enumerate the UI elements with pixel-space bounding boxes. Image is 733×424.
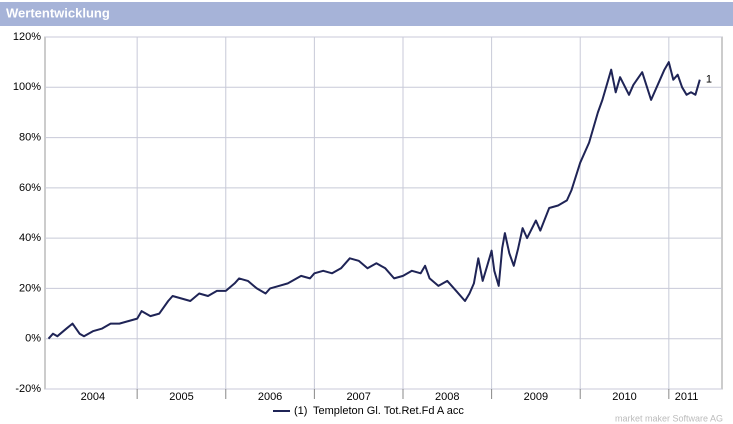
y-tick-label: 80% [19, 131, 41, 143]
x-tick-label: 2008 [435, 391, 459, 403]
y-tick-label: 100% [13, 81, 41, 93]
x-tick-label: 2009 [524, 391, 548, 403]
y-tick-label: 20% [19, 282, 41, 294]
x-tick-label: 2010 [612, 391, 636, 403]
chart-title: Wertentwicklung [6, 5, 110, 20]
x-tick-label: 2011 [675, 391, 699, 403]
header-bar [0, 2, 733, 26]
x-tick-label: 2005 [169, 391, 193, 403]
x-tick-label: 2007 [346, 391, 370, 403]
plot-area [44, 36, 723, 390]
y-tick-label: 60% [19, 182, 41, 194]
y-tick-label: 0% [25, 333, 41, 345]
series-line [47, 61, 701, 340]
end-label: 1 [706, 74, 712, 86]
y-tick-label: 40% [19, 232, 41, 244]
x-tick-label: 2004 [81, 391, 105, 403]
legend-id: (1) [294, 405, 307, 417]
footer: market maker Software AG [615, 413, 723, 423]
y-tick-label: -20% [15, 383, 41, 395]
x-tick-label: 2006 [258, 391, 282, 403]
legend-label: Templeton Gl. Tot.Ret.Fd A acc [313, 405, 464, 417]
y-tick-label: 120% [13, 31, 41, 43]
